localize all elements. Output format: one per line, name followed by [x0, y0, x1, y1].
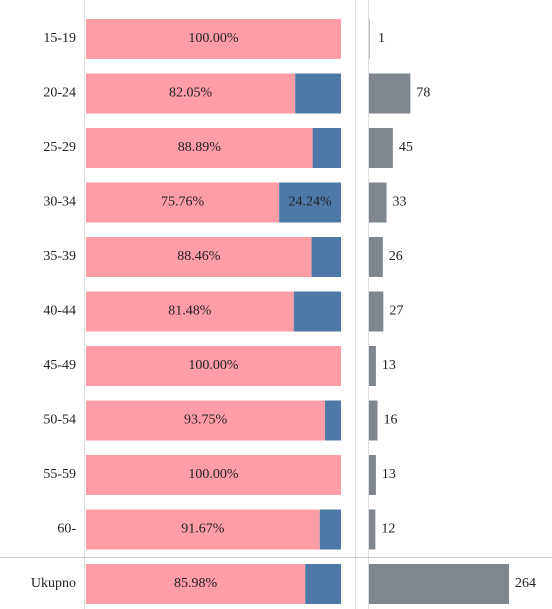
category-label: 15-19	[43, 31, 76, 46]
bar	[369, 564, 510, 604]
bar-segment	[86, 182, 280, 223]
category-label: 50-54	[43, 413, 76, 428]
bar	[369, 237, 383, 277]
bar-segment	[295, 73, 341, 114]
bar	[369, 128, 393, 168]
bar-segment	[305, 564, 341, 604]
bar-segment	[86, 455, 341, 495]
value-label: 82.05%	[169, 86, 213, 101]
bar	[369, 400, 378, 441]
value-label: 45	[399, 140, 413, 155]
value-label: 75.76%	[161, 195, 205, 210]
value-label: 1	[378, 31, 385, 46]
category-label: 55-59	[43, 467, 76, 482]
bar-segment	[86, 400, 326, 441]
bar-segment	[86, 237, 312, 277]
value-label: 91.67%	[181, 522, 225, 537]
value-label: 100.00%	[188, 358, 239, 373]
bar	[369, 73, 411, 114]
value-label: 81.48%	[168, 304, 212, 319]
bar-segment	[311, 237, 341, 277]
bar	[369, 509, 376, 550]
bar	[369, 455, 376, 495]
bar	[369, 346, 376, 386]
bar-segment	[86, 291, 294, 332]
category-label: 30-34	[43, 195, 76, 210]
bar-segment	[86, 346, 341, 386]
bar-segment	[86, 73, 296, 114]
value-label: 27	[389, 304, 403, 319]
category-label: Ukupno	[31, 576, 76, 591]
value-label: 93.75%	[184, 413, 228, 428]
category-label: 35-39	[43, 249, 76, 264]
value-label: 88.89%	[178, 140, 222, 155]
bar-segment	[325, 400, 341, 441]
bar-segment	[312, 128, 341, 168]
bar	[369, 182, 387, 223]
value-label: 13	[382, 358, 396, 373]
value-label: 100.00%	[188, 31, 239, 46]
category-label: 40-44	[43, 304, 76, 319]
value-label: 16	[383, 413, 397, 428]
bar-segment	[86, 19, 341, 59]
value-label: 85.98%	[174, 576, 218, 591]
bar-segment	[293, 291, 341, 332]
bar-segment	[279, 182, 341, 223]
value-label: 13	[382, 467, 396, 482]
value-label: 100.00%	[188, 467, 239, 482]
value-label: 264	[515, 576, 536, 591]
bar	[369, 291, 384, 332]
bar	[369, 19, 370, 59]
bar-segment	[86, 128, 313, 168]
value-label: 24.24%	[289, 195, 333, 210]
value-label: 33	[393, 195, 407, 210]
category-label: 20-24	[43, 86, 76, 101]
value-label: 12	[381, 522, 395, 537]
bar-segment	[86, 564, 306, 604]
bar-segment	[319, 509, 341, 550]
value-label: 26	[389, 249, 403, 264]
category-label: 25-29	[43, 140, 76, 155]
category-label: 60-	[57, 522, 76, 537]
value-label: 78	[416, 86, 430, 101]
category-label: 45-49	[43, 358, 76, 373]
bar-segment	[86, 509, 320, 550]
value-label: 88.46%	[177, 249, 221, 264]
